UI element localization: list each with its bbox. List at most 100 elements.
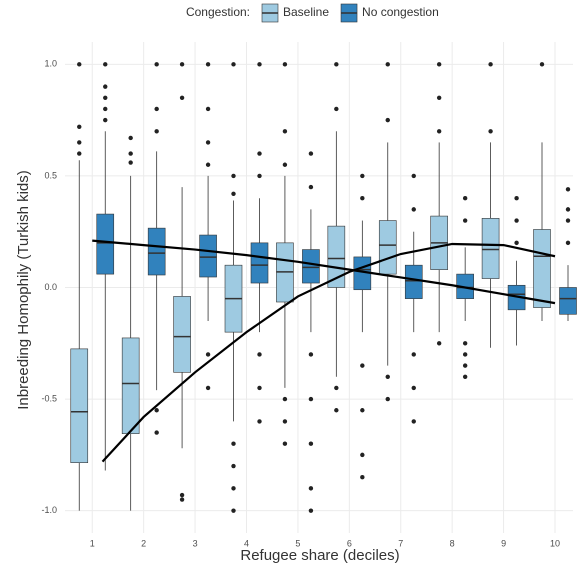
- y-tick-label: 0.0: [44, 282, 57, 292]
- outlier: [205, 62, 211, 67]
- fit-line: [101, 242, 556, 463]
- outlier: [488, 62, 493, 67]
- outlier: [385, 62, 390, 67]
- box: [250, 242, 269, 284]
- x-tick-label: 2: [141, 538, 146, 548]
- outlier: [385, 117, 390, 123]
- y-tick-label: 1.0: [44, 59, 57, 69]
- x-tick-label: 6: [347, 538, 352, 548]
- outlier: [360, 196, 365, 201]
- x-tick-label: 10: [550, 538, 560, 548]
- outlier: [103, 117, 108, 123]
- x-tick-label: 7: [398, 538, 403, 548]
- outlier: [360, 475, 365, 480]
- box: [481, 218, 500, 279]
- outlier: [179, 497, 185, 502]
- box: [147, 227, 166, 276]
- outlier: [360, 452, 365, 458]
- outlier: [462, 352, 468, 357]
- outlier: [360, 173, 365, 179]
- outlier: [565, 187, 571, 192]
- outlier: [565, 207, 571, 212]
- fit-line: [92, 239, 556, 305]
- outlier: [128, 135, 133, 141]
- outlier: [231, 441, 236, 446]
- outlier: [308, 486, 314, 491]
- legend-label: Baseline: [283, 5, 329, 19]
- outlier: [514, 240, 519, 246]
- outlier: [77, 124, 82, 130]
- outlier: [77, 140, 82, 145]
- x-tick-label: 5: [295, 538, 300, 548]
- outlier: [282, 441, 288, 446]
- x-axis-title: Refugee share (deciles): [240, 547, 399, 564]
- outlier: [103, 106, 108, 112]
- y-tick-label: -0.5: [41, 393, 57, 403]
- outlier: [308, 151, 314, 156]
- outlier: [282, 162, 288, 167]
- outlier: [411, 352, 416, 357]
- outlier: [257, 385, 262, 391]
- outlier: [154, 106, 159, 112]
- outlier: [231, 486, 236, 491]
- outlier: [103, 95, 108, 100]
- outlier: [103, 62, 108, 67]
- outlier: [462, 374, 468, 379]
- outlier: [360, 408, 365, 413]
- outlier: [128, 151, 133, 156]
- outlier: [103, 84, 108, 89]
- box: [559, 287, 577, 315]
- outlier: [282, 129, 288, 134]
- outlier: [154, 408, 159, 413]
- outlier: [539, 62, 545, 67]
- outlier: [565, 218, 571, 223]
- outlier: [154, 62, 159, 67]
- outlier: [205, 162, 211, 167]
- outlier: [231, 463, 236, 469]
- box: [302, 249, 320, 284]
- outlier: [231, 173, 236, 179]
- outlier: [257, 62, 262, 67]
- outlier: [154, 430, 159, 435]
- box: [199, 234, 217, 278]
- outlier: [308, 508, 314, 513]
- outlier: [205, 352, 211, 357]
- box: [404, 264, 423, 299]
- outlier: [385, 396, 390, 402]
- outlier: [308, 441, 314, 446]
- outlier: [282, 396, 288, 402]
- outlier: [205, 140, 211, 145]
- legend-title: Congestion:: [186, 5, 250, 19]
- outlier: [205, 106, 211, 112]
- outlier: [565, 240, 571, 246]
- box: [327, 225, 346, 288]
- outlier: [205, 385, 211, 391]
- outlier: [154, 129, 159, 134]
- outlier: [462, 218, 468, 223]
- outlier: [179, 62, 185, 67]
- x-tick-label: 1: [90, 538, 95, 548]
- outlier: [334, 385, 339, 391]
- outlier: [334, 408, 339, 413]
- outlier: [257, 173, 262, 179]
- box: [96, 213, 115, 275]
- outlier: [514, 196, 519, 201]
- outlier: [308, 184, 314, 190]
- outlier: [308, 396, 314, 402]
- outlier: [411, 419, 416, 424]
- outlier: [436, 129, 442, 134]
- outlier: [488, 129, 493, 134]
- outlier: [128, 160, 133, 165]
- outlier: [231, 508, 236, 513]
- legend-label: No congestion: [362, 5, 439, 19]
- outlier: [257, 151, 262, 156]
- box: [70, 348, 89, 463]
- outlier: [411, 173, 416, 179]
- outlier: [231, 191, 236, 196]
- x-tick-label: 3: [193, 538, 198, 548]
- outlier: [360, 363, 365, 368]
- x-tick-label: 8: [450, 538, 455, 548]
- outlier: [514, 218, 519, 223]
- box: [121, 337, 140, 434]
